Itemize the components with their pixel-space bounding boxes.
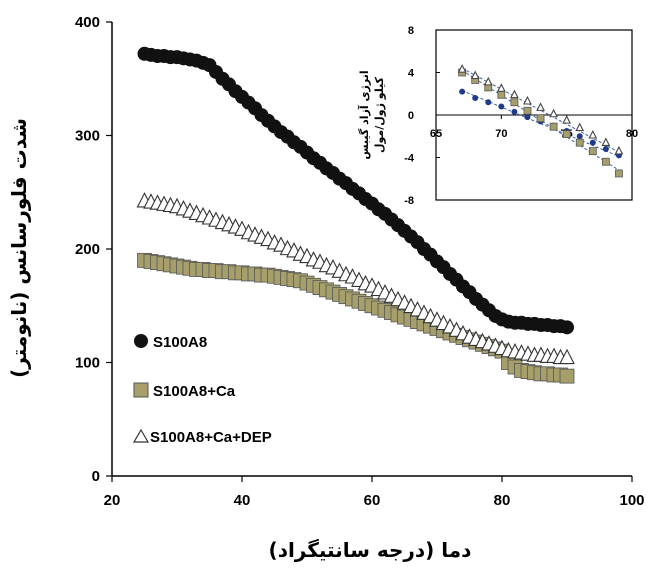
y-tick-label: 0 <box>92 468 100 485</box>
inset-data-point <box>549 108 558 118</box>
inset-y-axis-title: انرژی آزاد گیبس <box>357 70 371 159</box>
legend: S100A8 S100A8+Ca S100A8+Ca+DEP <box>132 334 272 446</box>
inset-data-point <box>549 122 558 131</box>
legend-marker-s100a8-ca <box>133 382 149 398</box>
inset-data-point <box>614 145 624 155</box>
x-tick-label: 80 <box>494 492 511 509</box>
x-tick-label: 40 <box>234 492 251 509</box>
inset-data-point <box>589 139 596 146</box>
inset-data-point <box>510 98 519 107</box>
y-tick-label: 400 <box>75 14 100 31</box>
data-point <box>559 348 575 365</box>
x-tick-label: 60 <box>364 492 381 509</box>
series-s100a8 <box>137 46 574 335</box>
inset-x-tick-label: 80 <box>626 128 638 140</box>
inset-data-point <box>588 129 598 139</box>
legend-label-s100a8: S100A8 <box>153 334 207 351</box>
legend-label-s100a8-ca: S100A8+Ca <box>153 383 236 400</box>
inset-data-point <box>601 137 611 146</box>
inset-data-point <box>588 147 597 156</box>
inset-data-point <box>523 106 532 115</box>
inset-y-tick-label: -4 <box>404 153 415 165</box>
inset-data-point <box>602 146 609 152</box>
inset-data-point <box>562 130 571 139</box>
x-tick-label: 20 <box>104 492 121 509</box>
inset-data-point <box>523 95 532 105</box>
data-point <box>559 368 575 384</box>
inset-data-point <box>536 102 545 111</box>
legend-label-s100a8-ca-dep: S100A8+Ca+DEP <box>150 429 272 446</box>
inset-data-point <box>498 103 505 110</box>
inset-data-point <box>562 115 572 124</box>
inset-data-point <box>510 89 519 99</box>
legend-marker-s100a8-ca-dep <box>132 428 150 443</box>
inset-data-point <box>496 83 506 92</box>
inset-data-point <box>459 88 466 95</box>
inset-chart: 840-4-865707580 انرژی آزاد گیبس کیلو ژول… <box>357 25 638 207</box>
inset-data-point <box>615 169 623 178</box>
inset-data-point <box>470 70 480 80</box>
data-point <box>560 320 574 335</box>
inset-data-point <box>511 108 518 115</box>
inset-data-point <box>472 95 479 101</box>
inset-x-tick-label: 65 <box>430 128 442 140</box>
inset-data-point <box>497 90 506 99</box>
inset-y-tick-label: 4 <box>408 68 415 80</box>
inset-series <box>457 64 624 178</box>
inset-data-point <box>485 99 492 106</box>
inset-y-tick-label: 8 <box>408 25 414 37</box>
inset-data-point <box>576 133 583 140</box>
main-series <box>136 46 575 384</box>
y-axis-title: شدت فلورسانس (نانومتر) <box>7 118 31 378</box>
inset-y-axis-title-units: کیلو ژول/مول <box>373 76 386 153</box>
inset-y-tick-label: -8 <box>404 195 414 207</box>
legend-marker-s100a8 <box>134 334 148 348</box>
inset-data-point <box>575 138 584 147</box>
inset-data-point <box>524 114 531 121</box>
series-s100a8-ca-dep <box>136 192 575 365</box>
inset-series-2 <box>457 64 624 155</box>
x-axis-title: دما (درجه سانتیگراد) <box>269 538 472 562</box>
x-tick-label: 100 <box>619 492 644 509</box>
inset-data-point <box>457 64 467 73</box>
y-tick-label: 200 <box>75 241 100 258</box>
y-tick-label: 300 <box>75 128 100 145</box>
inset-y-tick-label: 0 <box>408 110 414 122</box>
inset-data-point <box>575 122 585 132</box>
inset-data-point <box>601 157 610 166</box>
inset-data-point <box>536 114 545 123</box>
y-tick-label: 100 <box>75 355 100 372</box>
inset-x-tick-label: 70 <box>495 128 507 140</box>
inset-series-0 <box>459 88 622 159</box>
inset-data-point <box>483 76 493 86</box>
